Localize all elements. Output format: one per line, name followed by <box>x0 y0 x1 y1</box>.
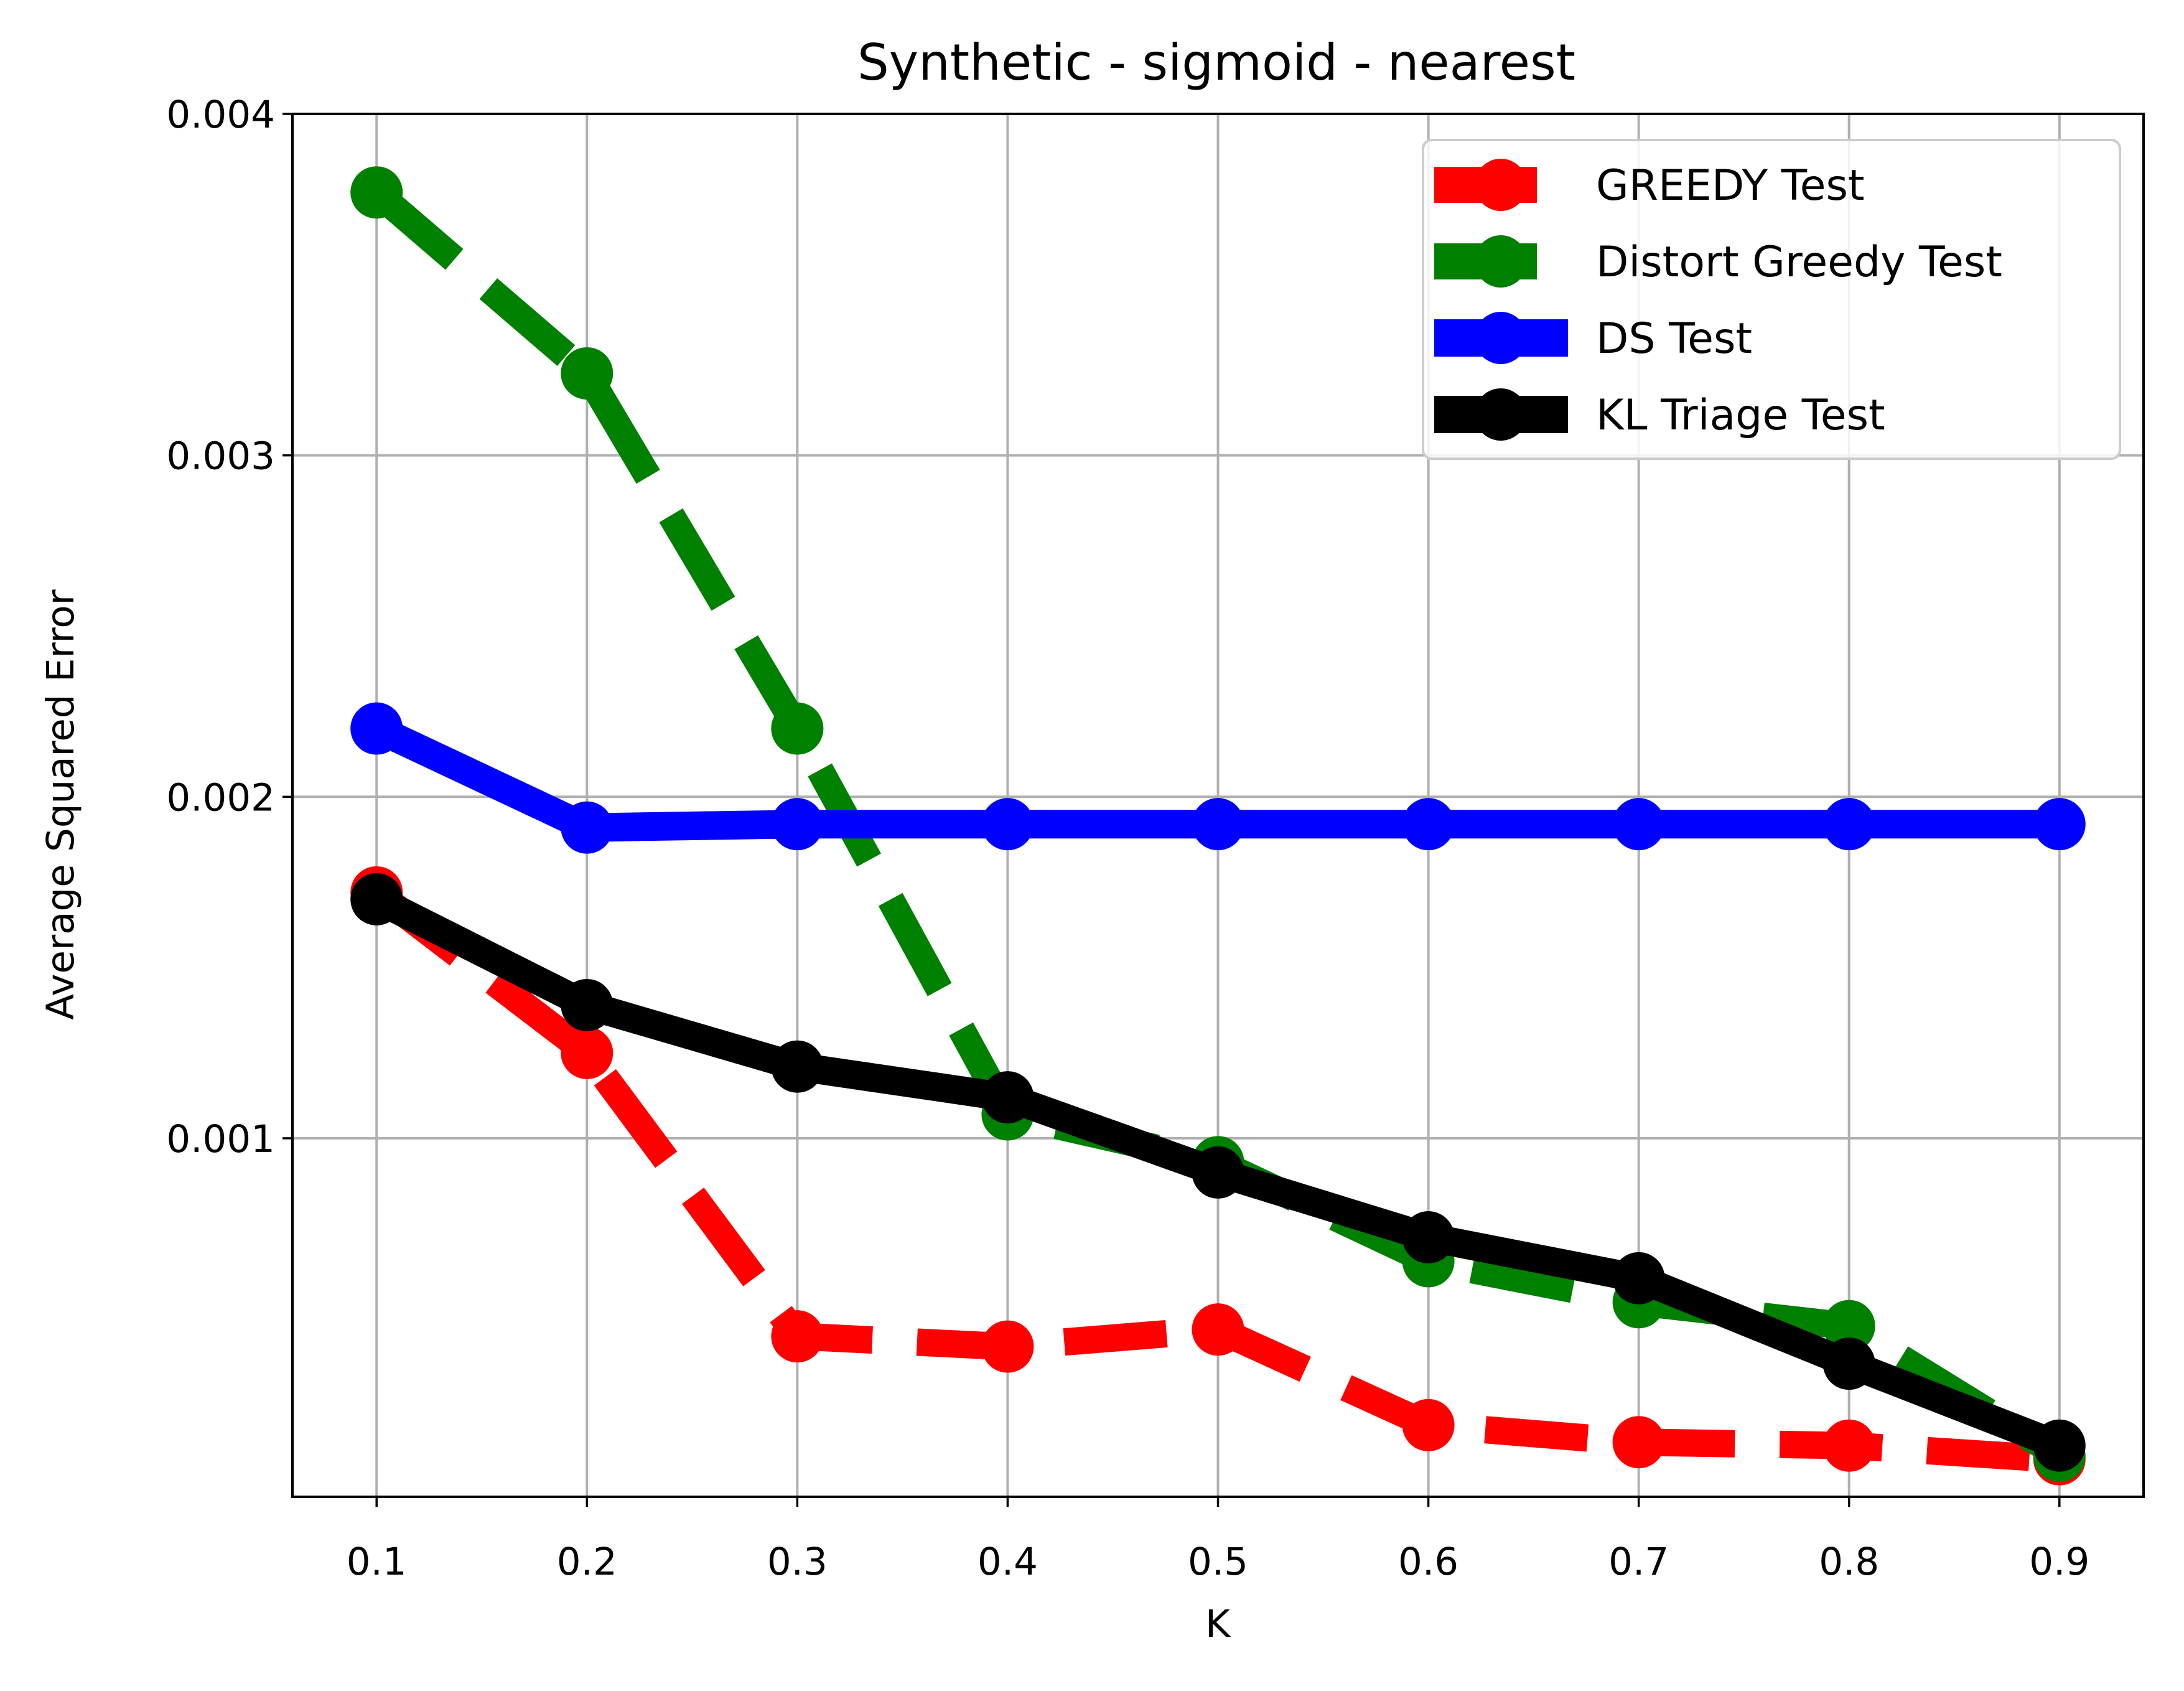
series-group <box>350 702 2086 854</box>
legend-label: KL Triage Test <box>1596 391 1885 440</box>
x-tick-label: 0.9 <box>2029 1540 2089 1584</box>
data-point <box>350 702 403 755</box>
data-point <box>771 1310 824 1363</box>
data-point <box>1612 1252 1665 1305</box>
data-point <box>561 801 614 854</box>
data-point <box>771 1040 824 1093</box>
data-point <box>1402 1211 1455 1264</box>
x-axis-label: K <box>1205 1602 1231 1646</box>
data-point <box>1822 1419 1875 1472</box>
series-lines <box>350 166 2086 1486</box>
legend-marker <box>1475 159 1527 211</box>
data-point <box>1612 1416 1665 1469</box>
x-tick-label: 0.8 <box>1819 1540 1879 1584</box>
chart-title: Synthetic - sigmoid - nearest <box>857 34 1575 91</box>
data-point <box>1402 1398 1455 1451</box>
x-tick-label: 0.3 <box>767 1540 828 1584</box>
data-point <box>2033 798 2086 851</box>
data-point <box>1612 798 1665 851</box>
y-tick-label: 0.001 <box>166 1117 275 1161</box>
legend-label: Distort Greedy Test <box>1596 238 2002 287</box>
legend-marker <box>1475 312 1527 364</box>
x-tick-label: 0.5 <box>1188 1540 1248 1584</box>
data-point <box>561 978 614 1031</box>
data-point <box>1192 1146 1244 1199</box>
data-point <box>561 347 614 400</box>
data-point <box>1822 798 1875 851</box>
legend: GREEDY Test Distort Greedy Test DS Test KL … <box>1422 139 2121 460</box>
y-tick-label: 0.003 <box>166 434 275 479</box>
x-tick-label: 0.7 <box>1608 1540 1669 1584</box>
series-group <box>350 873 2086 1472</box>
y-axis-label: Average Squared Error <box>39 589 83 1019</box>
data-point <box>981 1320 1034 1373</box>
legend-label: DS Test <box>1596 314 1752 363</box>
legend-box <box>1422 139 2121 460</box>
axis-ticks: 0.1 0.2 0.3 0.4 0.5 0.6 0.7 0.8 0.9 0.001 0.002 0.0… <box>166 93 2089 1584</box>
data-point <box>561 1026 614 1079</box>
legend-marker <box>1475 388 1527 441</box>
x-tick-label: 0.4 <box>978 1540 1038 1584</box>
data-point <box>771 798 824 851</box>
x-tick-label: 0.1 <box>347 1540 407 1584</box>
data-point <box>981 798 1034 851</box>
x-tick-label: 0.2 <box>557 1540 617 1584</box>
legend-label: GREEDY Test <box>1596 161 1865 210</box>
data-point <box>1402 798 1455 851</box>
data-point <box>350 873 403 925</box>
x-tick-label: 0.6 <box>1398 1540 1458 1584</box>
y-tick-label: 0.004 <box>166 93 275 137</box>
data-point <box>1192 1303 1244 1356</box>
data-point <box>1192 798 1244 851</box>
data-point <box>1822 1300 1875 1352</box>
data-point <box>1822 1337 1875 1390</box>
data-point <box>981 1071 1034 1124</box>
data-point <box>350 166 403 219</box>
data-point <box>771 702 824 755</box>
data-point <box>2033 1419 2086 1472</box>
y-tick-label: 0.002 <box>166 775 275 820</box>
legend-marker <box>1475 235 1527 288</box>
